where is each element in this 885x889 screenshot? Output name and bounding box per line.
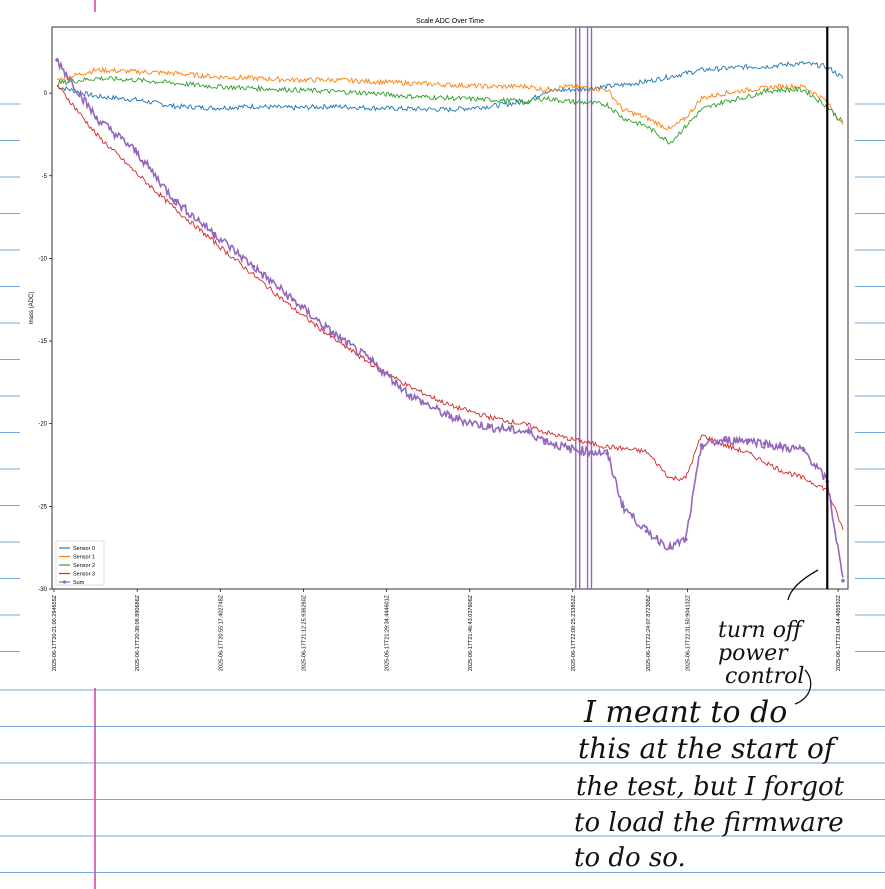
- notebook-rules: [0, 103, 885, 873]
- series-point-sum: [173, 198, 177, 203]
- series-point-sum: [542, 438, 547, 443]
- x-tick-label: 2025-06-17T22:24:07.872308Z: [646, 594, 652, 671]
- series-line-sensor-3: [56, 85, 844, 531]
- turn-off-note-line: control: [725, 664, 804, 689]
- y-tick-label: -25: [38, 504, 47, 510]
- handwritten-note-line: I meant to do: [583, 695, 787, 730]
- y-tick-label: -5: [42, 174, 48, 180]
- y-tick-label: 0: [44, 91, 48, 97]
- handwritten-note-line: to do so.: [574, 843, 686, 873]
- annotation-pointer-line: [787, 569, 819, 601]
- y-tick-label: -20: [38, 422, 47, 428]
- legend-label: Sensor 1: [73, 555, 95, 561]
- x-tick-label: 2025-06-17T21:29:34.444601Z: [385, 594, 391, 671]
- series-point-sum: [133, 149, 138, 153]
- x-tick-label: 2025-06-17T23:03:44.405932Z: [836, 594, 842, 671]
- legend: Sensor 0 Sensor 1 Sensor 2 Sensor 3 Sum: [55, 540, 105, 586]
- legend-marker: [62, 580, 67, 584]
- series-point-sum: [448, 415, 452, 419]
- series-point-sum: [841, 578, 845, 583]
- series-line-sensor-0: [56, 60, 844, 113]
- turn-off-note-line: power: [718, 641, 789, 666]
- legend-label: Sensor 3: [73, 572, 95, 578]
- handwritten-note: I meant to do this at the start of the t…: [574, 695, 845, 873]
- handwritten-note-line: this at the start of: [578, 732, 839, 765]
- series-point-sum: [605, 451, 609, 456]
- x-tick-label: 2025-06-17T22:08:25.233852Z: [571, 594, 577, 671]
- y-ticks: 0 -5 -10 -15 -20 -25 -30: [38, 91, 52, 593]
- series-point-sum: [369, 359, 374, 363]
- series-point-sum: [566, 446, 570, 451]
- series-point-sum: [668, 545, 672, 550]
- y-tick-label: -10: [38, 256, 47, 262]
- series-point-sum: [55, 58, 59, 62]
- series-point-sum: [644, 529, 649, 533]
- series-point-sum: [621, 504, 625, 509]
- plot-area: [51, 26, 849, 590]
- series-line-sensor-1: [56, 66, 844, 130]
- chart-title: Scale ADC Over Time: [416, 18, 484, 25]
- series-point-sum: [762, 441, 767, 446]
- legend-label: Sensor 2: [73, 563, 95, 569]
- series-point-sum: [330, 330, 334, 335]
- y-tick-label: -30: [38, 587, 47, 593]
- spikes: [575, 27, 593, 589]
- series-point-sum: [408, 393, 413, 398]
- series-point-sum: [778, 445, 782, 449]
- series-point-sum: [251, 264, 256, 269]
- handwritten-note-line: to load the firmware: [574, 808, 844, 838]
- series-point-sum: [526, 430, 531, 434]
- turn-off-note: turn off power control: [718, 618, 805, 689]
- series-point-sum: [723, 438, 727, 443]
- annotation-bracket: [794, 669, 812, 705]
- series-point-sum: [684, 537, 688, 542]
- series-line-sensor-2: [56, 75, 844, 145]
- y-axis-label: mass (ADC): [29, 292, 35, 325]
- x-tick-label: 2025-06-17T21:46:43.037606Z: [468, 594, 474, 671]
- x-tick-label: 2025-06-17T22:31:50.904132Z: [686, 594, 692, 671]
- handwritten-note-line: the test, but I forgot: [576, 772, 845, 802]
- legend-label: Sensor 0: [73, 546, 95, 552]
- x-tick-label: 2025-06-17T20:38:08.890686Z: [135, 594, 141, 671]
- series-point-sum: [291, 297, 295, 302]
- y-tick-label: -15: [38, 339, 47, 345]
- series-lines: [55, 57, 845, 583]
- x-tick-label: 2025-06-17T20:55:17.402748Z: [218, 594, 224, 671]
- turn-off-note-line: turn off: [718, 618, 805, 643]
- series-point-sum: [746, 438, 751, 443]
- legend-label: Sum: [73, 580, 85, 586]
- x-ticks: 2025-06-17T20:21:00.294655Z 2025-06-17T20…: [52, 589, 842, 671]
- series-point-sum: [589, 450, 594, 454]
- series-point-sum: [212, 231, 216, 236]
- x-tick-label: 2025-06-17T21:12:25.936260Z: [301, 594, 307, 671]
- series-point-sum: [487, 425, 492, 429]
- x-tick-label: 2025-06-17T20:21:00.294655Z: [52, 594, 58, 671]
- series-point-sum: [699, 443, 704, 447]
- series-point-sum: [801, 448, 806, 452]
- series-point-sum: [94, 116, 99, 120]
